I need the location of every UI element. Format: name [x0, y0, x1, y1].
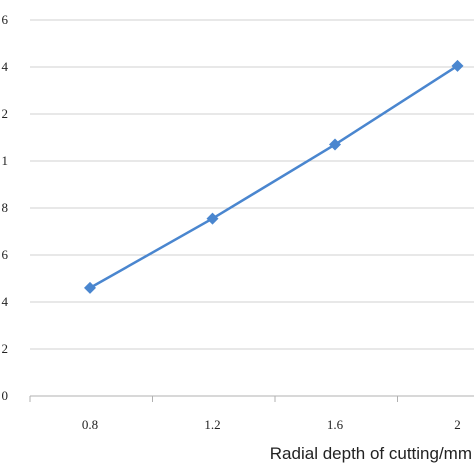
gridlines — [30, 19, 474, 350]
x-axis — [29, 395, 474, 402]
y-tick-label: 4 — [2, 59, 9, 74]
x-tick-label: 0.8 — [82, 417, 98, 432]
y-tick-label: 6 — [2, 247, 9, 262]
x-tick-label: 1.2 — [204, 417, 220, 432]
data-point-marker — [206, 212, 219, 225]
x-tick-label: 1.6 — [327, 417, 344, 432]
data-point-marker — [329, 138, 341, 151]
y-tick-label: 2 — [2, 341, 9, 356]
series-line — [89, 64, 459, 289]
data-point-marker — [84, 281, 96, 294]
x-tick-label: 2 — [454, 417, 461, 432]
y-tick-label: 6 — [2, 12, 9, 27]
x-axis-label: Radial depth of cutting/mm — [270, 444, 472, 463]
y-tick-label: 0 — [2, 388, 9, 403]
series-group — [84, 59, 464, 294]
x-axis-tick-labels: 0.8 1.2 1.6 2 — [82, 417, 461, 432]
y-tick-label: 2 — [2, 106, 9, 121]
y-tick-label: 4 — [2, 294, 9, 309]
y-tick-label: 1 — [2, 153, 9, 168]
y-axis-tick-labels: 0 2 4 6 8 1 2 4 6 — [2, 12, 9, 403]
y-tick-label: 8 — [2, 200, 9, 215]
data-point-marker — [451, 59, 464, 72]
